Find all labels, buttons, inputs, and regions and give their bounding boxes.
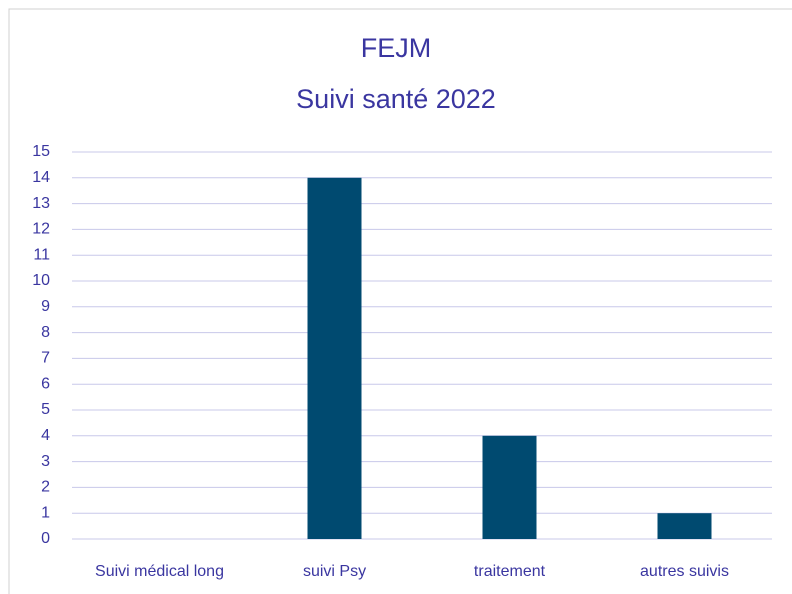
bar	[657, 513, 712, 539]
chart-frame	[8, 8, 792, 594]
y-tick-label: 15	[32, 143, 50, 160]
y-tick-label: 3	[41, 453, 50, 470]
y-tick-label: 12	[32, 221, 50, 238]
chart-title: FEJM	[361, 33, 432, 63]
y-tick-label: 10	[32, 272, 50, 289]
y-tick-label: 11	[33, 246, 50, 263]
y-tick-label: 2	[41, 479, 50, 496]
x-tick-label: suivi Psy	[303, 563, 366, 580]
x-tick-label: Suivi médical long	[95, 563, 224, 580]
chart-subtitle: Suivi santé 2022	[296, 84, 496, 114]
y-tick-label: 13	[32, 195, 50, 212]
y-tick-label: 14	[32, 169, 50, 186]
y-tick-label: 8	[41, 324, 50, 341]
x-tick-label: traitement	[474, 563, 546, 580]
bar	[307, 177, 362, 540]
y-tick-label: 6	[41, 375, 50, 392]
y-tick-label: 9	[41, 298, 50, 315]
x-tick-label: autres suivis	[640, 563, 729, 580]
y-tick-label: 7	[41, 350, 50, 367]
bar	[482, 435, 537, 539]
y-tick-label: 4	[41, 427, 50, 444]
y-tick-label: 1	[41, 504, 50, 521]
y-tick-label: 0	[41, 530, 50, 547]
y-tick-label: 5	[41, 401, 50, 418]
